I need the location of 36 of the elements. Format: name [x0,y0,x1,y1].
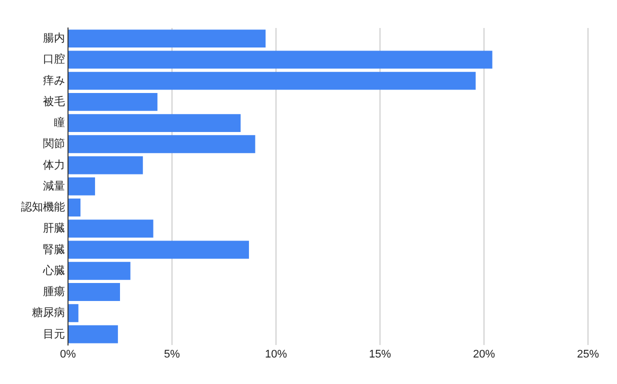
x-tick-label: 5% [164,348,180,360]
y-tick-label: 関節 [43,138,65,150]
y-tick-label: 糖尿病 [32,306,65,320]
bar [68,50,492,69]
y-tick-label: 痒み [43,74,65,87]
y-tick-label: 腸内 [43,32,65,45]
y-tick-label: 体力 [43,158,65,172]
y-tick-label: 減量 [43,179,65,192]
y-tick-label: 瞳 [54,116,65,130]
bar [68,325,118,344]
bar [68,30,266,48]
bar [68,198,80,216]
y-tick-label: 心臓 [42,264,65,277]
y-tick-label: 認知機能 [21,200,65,214]
bar [68,114,241,132]
x-tick-label: 15% [368,348,392,360]
x-tick-label: 0% [60,348,76,360]
bar [68,135,256,154]
y-tick-label: 口腔 [43,52,65,66]
bar [68,92,158,111]
bar [68,240,249,259]
y-tick-label: 肝臓 [43,222,65,235]
y-tick-label: 腎臓 [43,242,65,256]
bar [68,283,120,301]
bar [68,304,78,322]
bar [68,72,476,90]
x-tick-label: 25% [576,348,600,360]
y-tick-label: 目元 [43,328,65,340]
bar [68,262,130,280]
x-tick-label: 10% [264,348,288,360]
x-tick-label: 20% [472,348,496,360]
y-tick-label: 腫瘍 [43,285,65,298]
bar [68,156,143,174]
bar [68,177,96,196]
bar [68,220,154,238]
y-tick-label: 被毛 [43,94,65,108]
